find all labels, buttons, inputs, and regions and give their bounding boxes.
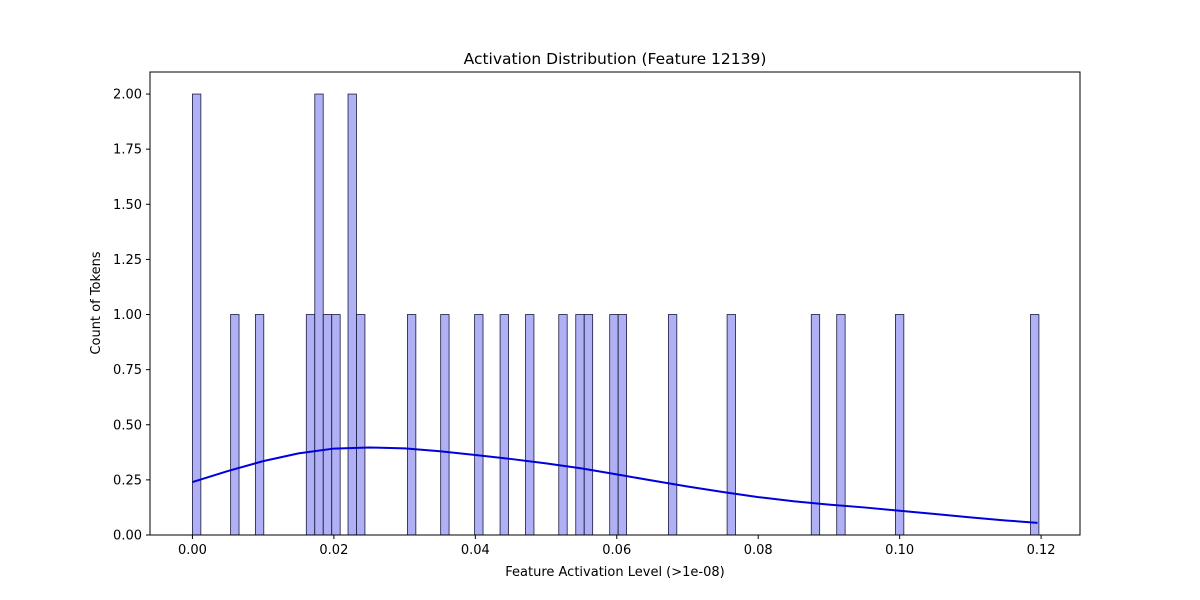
histogram-bar <box>609 314 619 536</box>
y-tick-label: 0.25 <box>113 473 142 488</box>
y-tick-label: 1.75 <box>113 143 142 158</box>
histogram-bar <box>558 314 568 536</box>
histogram-bar <box>525 314 535 536</box>
y-tick-label: 0.00 <box>113 529 142 544</box>
histogram-bar <box>347 93 357 536</box>
kde-curve <box>192 446 1038 524</box>
histogram-bar <box>895 314 905 536</box>
x-tick-label: 0.02 <box>319 543 348 558</box>
histogram-bar <box>407 314 417 536</box>
x-axis-ticks: 0.00 0.02 0.04 0.06 0.08 0.10 0.12 <box>178 535 1056 558</box>
y-tick-label: 1.25 <box>113 253 142 268</box>
y-tick-label: 1.00 <box>113 308 142 323</box>
y-axis-ticks: 0.00 0.25 0.50 0.75 1.00 1.25 1.50 1.75 2.00 <box>113 88 150 544</box>
x-tick-label: 0.12 <box>1027 543 1056 558</box>
chart-title: Activation Distribution (Feature 12139) <box>464 50 767 68</box>
histogram-bar <box>440 314 450 536</box>
histogram-bar <box>1030 314 1040 536</box>
histogram-bar <box>726 314 736 536</box>
histogram-bar <box>617 314 627 536</box>
histogram-bar <box>314 93 324 536</box>
x-axis-label: Feature Activation Level (>1e-08) <box>505 565 724 580</box>
histogram-bar <box>331 314 341 536</box>
histogram-bar <box>356 314 366 536</box>
histogram-bar <box>667 314 678 536</box>
x-tick-label: 0.00 <box>178 543 207 558</box>
y-tick-label: 1.50 <box>113 198 142 213</box>
histogram-bars <box>192 93 1040 536</box>
y-tick-label: 2.00 <box>113 88 142 103</box>
histogram-bar <box>322 314 333 536</box>
histogram-bar <box>583 314 594 536</box>
histogram-bar <box>305 314 316 536</box>
histogram-bar <box>499 314 509 536</box>
x-tick-label: 0.04 <box>461 543 490 558</box>
histogram-bar <box>230 314 240 536</box>
x-tick-label: 0.10 <box>885 543 914 558</box>
histogram-bar <box>254 314 265 536</box>
histogram-bar <box>474 314 484 536</box>
x-tick-label: 0.06 <box>602 543 631 558</box>
x-tick-label: 0.08 <box>744 543 773 558</box>
y-tick-label: 0.50 <box>113 418 142 433</box>
histogram-bar <box>836 314 846 536</box>
histogram-bar <box>575 314 585 536</box>
histogram-bar <box>192 93 202 536</box>
y-axis-label: Count of Tokens <box>89 251 104 354</box>
plot-frame <box>149 71 1081 536</box>
y-tick-label: 0.75 <box>113 363 142 378</box>
histogram-bar <box>810 314 821 536</box>
